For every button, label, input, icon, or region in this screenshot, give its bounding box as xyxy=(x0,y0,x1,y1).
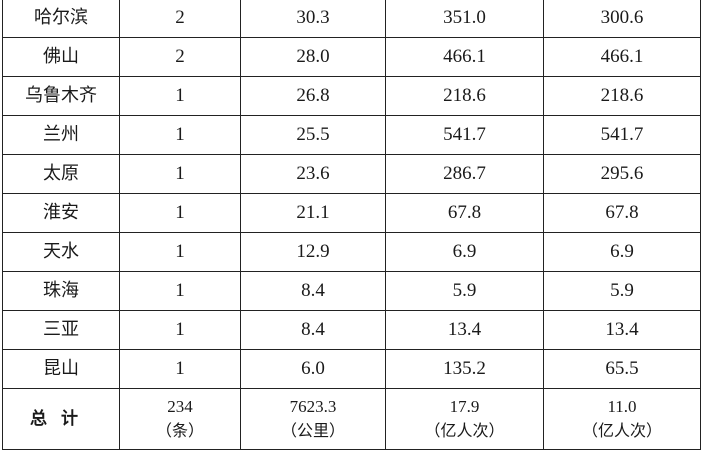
col5-cell: 295.6 xyxy=(543,154,701,194)
lines-cell: 1 xyxy=(119,76,241,116)
col5-cell: 65.5 xyxy=(543,349,701,389)
col4-cell: 135.2 xyxy=(385,349,544,389)
city-cell: 乌鲁木齐 xyxy=(2,76,120,116)
lines-cell: 1 xyxy=(119,271,241,311)
city-cell: 哈尔滨 xyxy=(2,0,120,38)
col4-cell: 6.9 xyxy=(385,232,544,272)
city-cell: 佛山 xyxy=(2,37,120,77)
lines-cell: 2 xyxy=(119,37,241,77)
table-row: 昆山 1 6.0 135.2 65.5 xyxy=(2,349,701,389)
length-cell: 8.4 xyxy=(240,271,386,311)
col4-cell: 466.1 xyxy=(385,37,544,77)
city-cell: 太原 xyxy=(2,154,120,194)
col5-cell: 300.6 xyxy=(543,0,701,38)
city-cell: 昆山 xyxy=(2,349,120,389)
total-col5: 11.0 （亿人次） xyxy=(543,388,701,450)
length-cell: 28.0 xyxy=(240,37,386,77)
city-cell: 兰州 xyxy=(2,115,120,155)
total-label: 总计 xyxy=(2,388,120,450)
length-cell: 30.3 xyxy=(240,0,386,38)
col5-cell: 13.4 xyxy=(543,310,701,350)
city-rail-transit-table: 哈尔滨 2 30.3 351.0 300.6 佛山 2 28.0 466.1 466.1 乌鲁木齐 1… xyxy=(2,0,701,450)
city-cell: 淮安 xyxy=(2,193,120,233)
table-row: 哈尔滨 2 30.3 351.0 300.6 xyxy=(2,0,701,38)
city-cell: 珠海 xyxy=(2,271,120,311)
col4-cell: 67.8 xyxy=(385,193,544,233)
col5-cell: 5.9 xyxy=(543,271,701,311)
col5-cell: 67.8 xyxy=(543,193,701,233)
col5-cell: 466.1 xyxy=(543,37,701,77)
col5-cell: 6.9 xyxy=(543,232,701,272)
total-col4: 17.9 （亿人次） xyxy=(385,388,544,450)
total-length: 7623.3 （公里） xyxy=(240,388,386,450)
col4-cell: 286.7 xyxy=(385,154,544,194)
length-cell: 23.6 xyxy=(240,154,386,194)
table-row: 乌鲁木齐 1 26.8 218.6 218.6 xyxy=(2,76,701,116)
col4-cell: 541.7 xyxy=(385,115,544,155)
col4-cell: 5.9 xyxy=(385,271,544,311)
col4-cell: 351.0 xyxy=(385,0,544,38)
city-cell: 三亚 xyxy=(2,310,120,350)
length-cell: 8.4 xyxy=(240,310,386,350)
lines-cell: 2 xyxy=(119,0,241,38)
table-row: 太原 1 23.6 286.7 295.6 xyxy=(2,154,701,194)
table-row: 佛山 2 28.0 466.1 466.1 xyxy=(2,37,701,77)
city-cell: 天水 xyxy=(2,232,120,272)
table-row: 珠海 1 8.4 5.9 5.9 xyxy=(2,271,701,311)
lines-cell: 1 xyxy=(119,349,241,389)
lines-cell: 1 xyxy=(119,193,241,233)
col4-cell: 13.4 xyxy=(385,310,544,350)
table-row: 天水 1 12.9 6.9 6.9 xyxy=(2,232,701,272)
table-row: 兰州 1 25.5 541.7 541.7 xyxy=(2,115,701,155)
total-lines: 234 （条） xyxy=(119,388,241,450)
length-cell: 21.1 xyxy=(240,193,386,233)
table-row: 三亚 1 8.4 13.4 13.4 xyxy=(2,310,701,350)
length-cell: 6.0 xyxy=(240,349,386,389)
length-cell: 25.5 xyxy=(240,115,386,155)
lines-cell: 1 xyxy=(119,310,241,350)
lines-cell: 1 xyxy=(119,115,241,155)
table-row: 淮安 1 21.1 67.8 67.8 xyxy=(2,193,701,233)
length-cell: 12.9 xyxy=(240,232,386,272)
lines-cell: 1 xyxy=(119,232,241,272)
lines-cell: 1 xyxy=(119,154,241,194)
length-cell: 26.8 xyxy=(240,76,386,116)
col5-cell: 218.6 xyxy=(543,76,701,116)
total-row: 总计 234 （条） 7623.3 （公里） 17.9 （亿人次） 11.0 （亿人次） xyxy=(2,388,701,450)
col5-cell: 541.7 xyxy=(543,115,701,155)
col4-cell: 218.6 xyxy=(385,76,544,116)
